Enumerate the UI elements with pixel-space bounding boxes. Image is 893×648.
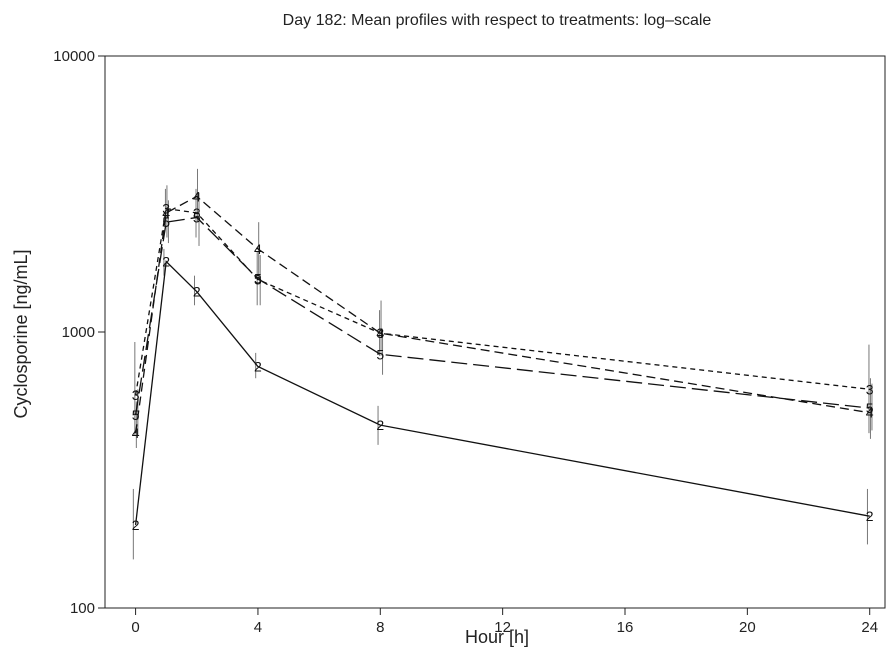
chart-title: Day 182: Mean profiles with respect to t… [283, 12, 712, 29]
series-marker-4: 4 [376, 325, 384, 341]
error-bars [132, 168, 873, 560]
y-tick-label: 100 [70, 600, 95, 617]
series-marker-5: 5 [162, 214, 170, 230]
x-tick-label: 0 [131, 619, 139, 636]
y-axis-label: Cyclosporine [ng/mL] [11, 249, 31, 418]
x-tick-label: 24 [861, 619, 878, 636]
series-marker-2: 2 [866, 508, 874, 524]
series-line-2 [134, 260, 870, 525]
series-marker-2: 2 [193, 284, 201, 300]
x-tick-label: 12 [494, 619, 511, 636]
series-marker-3: 3 [376, 325, 384, 341]
series-lines [134, 195, 870, 525]
series-marker-3: 3 [162, 201, 170, 217]
series-marker-5: 5 [132, 407, 140, 423]
series-marker-5: 5 [866, 400, 874, 416]
x-tick-label: 20 [739, 619, 756, 636]
x-tick-label: 4 [254, 619, 262, 636]
x-tick-label: 16 [617, 619, 634, 636]
x-axis: 0 4 8 12 16 20 24 [131, 608, 878, 636]
series-marker-2: 2 [132, 517, 140, 533]
series-marker-5: 5 [193, 209, 201, 225]
series-marker-3: 3 [132, 387, 140, 403]
series-marker-2: 2 [162, 254, 170, 270]
series-marker-3: 3 [254, 271, 262, 287]
series-marker-2: 2 [376, 417, 384, 433]
x-tick-label: 8 [376, 619, 384, 636]
y-axis: 100 1000 10000 [53, 48, 105, 617]
series-marker-4: 4 [162, 205, 170, 221]
series-marker-2: 2 [254, 358, 262, 374]
series-marker-5: 5 [254, 271, 262, 287]
x-axis-label: Hour [h] [465, 627, 529, 647]
y-tick-label: 10000 [53, 48, 95, 65]
series-line-5 [134, 216, 870, 416]
series-marker-4: 4 [193, 188, 201, 204]
series-marker-4: 4 [866, 405, 874, 421]
series-marker-3: 3 [866, 381, 874, 397]
series-line-3 [134, 207, 870, 396]
series-marker-3: 3 [193, 205, 201, 221]
plot-area [104, 55, 886, 609]
series-marker-4: 4 [254, 241, 262, 257]
y-tick-label: 1000 [62, 324, 95, 341]
series-line-4 [134, 195, 870, 434]
series-marker-5: 5 [376, 346, 384, 362]
series-marker-4: 4 [132, 425, 140, 441]
